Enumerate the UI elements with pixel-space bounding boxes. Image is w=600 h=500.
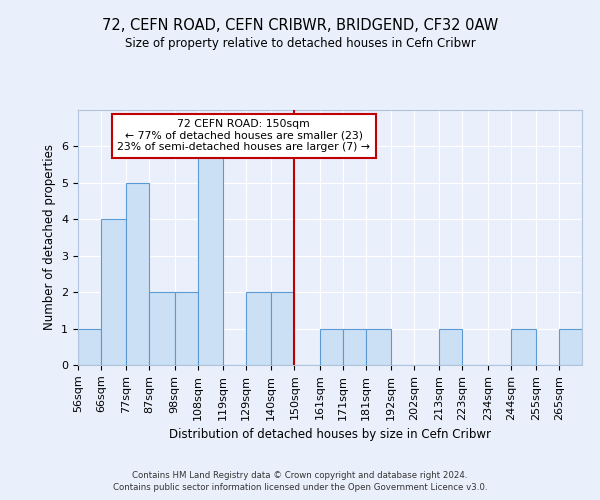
Bar: [149, 292, 175, 365]
Bar: [197, 146, 223, 365]
Bar: [439, 328, 463, 365]
Bar: [511, 328, 536, 365]
Bar: [246, 292, 271, 365]
X-axis label: Distribution of detached houses by size in Cefn Cribwr: Distribution of detached houses by size …: [169, 428, 491, 441]
Bar: [101, 220, 127, 365]
Bar: [175, 292, 197, 365]
Y-axis label: Number of detached properties: Number of detached properties: [43, 144, 56, 330]
Bar: [78, 328, 101, 365]
Text: Size of property relative to detached houses in Cefn Cribwr: Size of property relative to detached ho…: [125, 38, 475, 51]
Bar: [559, 328, 582, 365]
Bar: [365, 328, 391, 365]
Bar: [320, 328, 343, 365]
Bar: [271, 292, 295, 365]
Bar: [343, 328, 365, 365]
Bar: [127, 183, 149, 365]
Text: 72, CEFN ROAD, CEFN CRIBWR, BRIDGEND, CF32 0AW: 72, CEFN ROAD, CEFN CRIBWR, BRIDGEND, CF…: [102, 18, 498, 32]
Text: Contains HM Land Registry data © Crown copyright and database right 2024.
Contai: Contains HM Land Registry data © Crown c…: [113, 471, 487, 492]
Text: 72 CEFN ROAD: 150sqm
← 77% of detached houses are smaller (23)
23% of semi-detac: 72 CEFN ROAD: 150sqm ← 77% of detached h…: [117, 119, 370, 152]
